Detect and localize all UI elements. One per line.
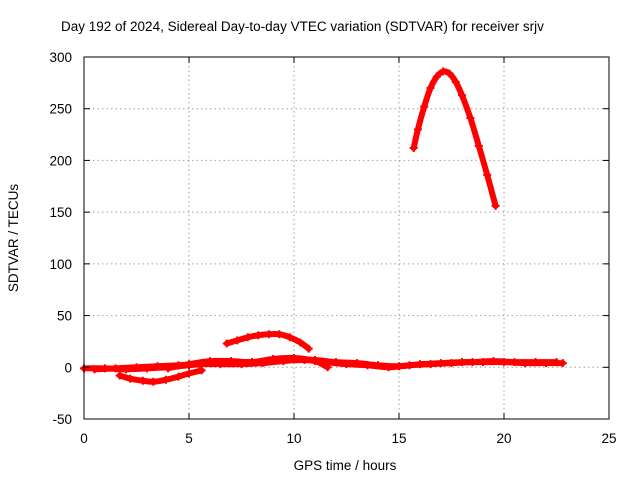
data-point — [409, 144, 418, 153]
data-point — [489, 357, 498, 366]
data-point — [290, 353, 298, 362]
series-trace — [410, 68, 499, 209]
data-point — [222, 339, 231, 348]
data-point — [149, 377, 158, 386]
data-point — [138, 376, 147, 385]
y-tick-label: 150 — [49, 205, 72, 220]
x-axis-label: GPS time / hours — [294, 458, 397, 473]
data-point — [531, 358, 540, 367]
data-point — [161, 375, 170, 384]
x-tick-label: 5 — [185, 431, 193, 446]
y-tick-label: 200 — [49, 153, 72, 168]
data-point — [285, 333, 294, 342]
y-tick-labels: -50 0 50 100 150 200 250 300 — [49, 50, 72, 427]
axis-ticks — [83, 56, 610, 420]
data-point — [432, 72, 441, 81]
y-axis-label: SDTVAR / TECUs — [6, 184, 21, 293]
data-point — [468, 358, 477, 367]
data-point — [254, 331, 263, 340]
data-point — [164, 364, 172, 373]
data-point — [311, 357, 319, 366]
y-tick-label: 300 — [49, 50, 72, 65]
data-point — [474, 141, 483, 150]
data-point — [323, 363, 332, 372]
y-tick-label: -50 — [52, 412, 72, 427]
data-point — [458, 91, 466, 100]
data-point — [174, 372, 183, 381]
chart-title: Day 192 of 2024, Sidereal Day-to-day VTE… — [61, 19, 544, 34]
data-point — [185, 369, 193, 378]
data-point — [185, 360, 193, 369]
x-tick-label: 25 — [601, 431, 616, 446]
data-point — [126, 374, 135, 383]
data-point — [243, 333, 252, 342]
data-point — [206, 357, 214, 366]
data-point — [447, 359, 456, 368]
x-tick-label: 15 — [391, 431, 406, 446]
data-point — [197, 366, 206, 375]
data-point — [153, 362, 162, 371]
data-point — [248, 358, 256, 367]
data-point — [552, 358, 561, 367]
data-point — [264, 330, 273, 339]
data-point — [296, 338, 305, 347]
data-point — [413, 125, 422, 134]
y-tick-label: 100 — [49, 257, 72, 272]
x-tick-label: 10 — [286, 431, 301, 446]
data-point — [363, 361, 372, 370]
data-point — [342, 360, 351, 369]
data-traces — [80, 67, 567, 386]
data-point — [426, 84, 435, 93]
data-point — [227, 357, 235, 366]
y-tick-label: 250 — [49, 102, 72, 117]
data-point — [405, 361, 414, 370]
data-point — [483, 170, 492, 179]
x-tick-labels: 0 5 10 15 20 25 — [80, 431, 616, 446]
data-point — [420, 102, 429, 111]
data-point — [426, 360, 435, 369]
data-point — [111, 364, 120, 373]
data-point — [275, 330, 284, 339]
data-point — [466, 114, 475, 123]
x-tick-label: 20 — [496, 431, 511, 446]
data-point — [115, 371, 124, 380]
y-tick-label: 50 — [57, 309, 72, 324]
data-point — [90, 365, 99, 374]
y-tick-label: 0 — [64, 360, 72, 375]
data-point — [445, 69, 454, 78]
data-point — [451, 77, 460, 86]
data-point — [491, 201, 500, 210]
data-point — [558, 359, 567, 368]
data-point — [384, 363, 393, 372]
data-point — [269, 355, 277, 364]
plot-frame — [83, 56, 610, 420]
x-tick-label: 0 — [80, 431, 88, 446]
data-point — [233, 336, 242, 345]
data-point — [510, 358, 519, 367]
data-point — [132, 363, 141, 372]
data-point — [304, 344, 313, 353]
data-point — [439, 67, 448, 76]
